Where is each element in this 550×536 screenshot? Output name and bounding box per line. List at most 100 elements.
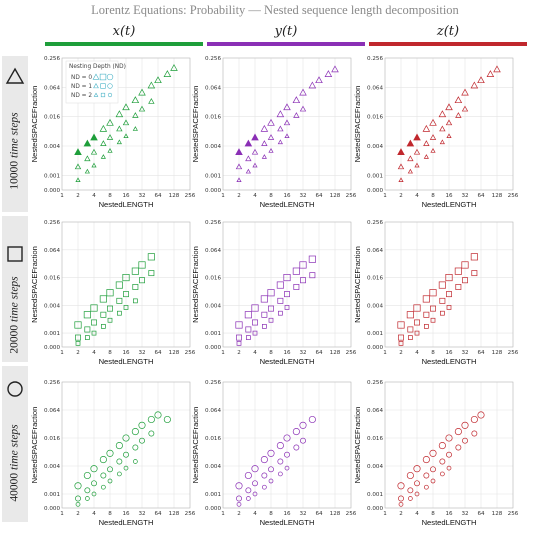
data-point [252, 491, 258, 497]
data-point [477, 76, 485, 84]
x-tick-label: 2 [399, 350, 403, 356]
y-tick-label: 0.004 [367, 464, 383, 470]
x-tick-label: 4 [92, 350, 96, 356]
x-tick-label: 2 [399, 511, 403, 517]
data-point [117, 471, 122, 477]
x-tick-label: 4 [253, 511, 257, 517]
data-point [300, 437, 306, 444]
x-tick-label: 256 [185, 193, 196, 199]
y-axis-label: NestedSPACEFraction [353, 246, 362, 323]
x-tick-label: 4 [253, 193, 257, 199]
y-tick-label: 0.004 [44, 303, 60, 309]
x-tick-label: 128 [169, 511, 180, 517]
data-point [277, 125, 284, 132]
data-point [423, 311, 430, 318]
x-axis-label: NestedLENGTH [422, 518, 477, 527]
legend-triangle-icon [93, 92, 99, 97]
square-marker-icon [7, 246, 23, 262]
y-tick-label: 0.064 [44, 85, 60, 91]
data-point [251, 148, 259, 155]
y-tick-label: 0.000 [44, 506, 60, 512]
data-point [292, 428, 300, 436]
legend-circle-icon [106, 73, 114, 81]
data-point [74, 148, 82, 155]
y-tick-label: 0.016 [367, 276, 383, 282]
x-tick-label: 32 [461, 511, 468, 517]
legend-title: Nesting Depth (ND) [69, 64, 126, 70]
y-tick-label: 0.064 [367, 408, 383, 414]
data-point [300, 277, 306, 284]
data-point [445, 103, 453, 111]
panel-r1-c2: 1 2 4 8 16 32 64 128 256 0.000 0.001 0.004 0.016 0.06… [353, 220, 519, 366]
data-point [84, 168, 90, 174]
x-axis-label: NestedLENGTH [99, 357, 154, 366]
y-tick-label: 0.001 [367, 492, 383, 498]
data-point [244, 139, 253, 147]
data-point [252, 330, 258, 336]
data-point [429, 134, 437, 140]
x-tick-label: 4 [415, 350, 419, 356]
y-tick-label: 0.256 [367, 56, 383, 62]
data-point [424, 324, 429, 329]
data-point [470, 253, 478, 261]
data-point [235, 321, 243, 329]
legend-square-icon [100, 92, 106, 98]
x-tick-label: 2 [76, 511, 80, 517]
data-point [139, 277, 145, 284]
data-point [106, 449, 114, 457]
data-point [148, 98, 155, 104]
y-tick-label: 0.064 [205, 408, 221, 414]
row-band-3 [2, 366, 28, 522]
data-point [397, 163, 405, 170]
data-point [293, 112, 300, 118]
data-point [91, 491, 97, 497]
x-tick-label: 2 [76, 193, 80, 199]
plot-frame [384, 221, 514, 348]
data-point [138, 261, 146, 269]
data-point [122, 434, 130, 442]
x-tick-label: 128 [492, 511, 503, 517]
data-point [430, 305, 436, 312]
column-header-y: y(t) [274, 24, 298, 39]
data-point [284, 291, 290, 298]
data-point [91, 162, 97, 168]
data-point [131, 267, 139, 275]
data-point [100, 472, 107, 479]
legend-circle-icon [107, 83, 113, 89]
x-tick-label: 32 [299, 511, 306, 517]
data-point [85, 496, 90, 501]
data-point [131, 96, 140, 104]
data-point [236, 495, 242, 502]
data-point [83, 139, 92, 147]
x-tick-label: 64 [315, 193, 323, 199]
data-point [406, 471, 414, 480]
data-point [446, 305, 452, 310]
y-tick-label: 0.000 [205, 345, 221, 351]
data-point [147, 253, 155, 261]
data-point [170, 64, 178, 71]
data-point [100, 311, 107, 318]
y-tick-label: 0.064 [205, 248, 221, 254]
data-point [148, 430, 155, 437]
panel-r0-c1: 1 2 4 8 16 32 64 128 256 0.000 0.001 0.004 0.016 0.06… [191, 56, 357, 209]
data-point [132, 444, 139, 451]
data-point [106, 289, 114, 297]
data-point [132, 284, 139, 290]
data-point [446, 133, 452, 139]
x-tick-label: 16 [283, 350, 291, 356]
data-point [398, 495, 404, 502]
y-tick-label: 0.016 [205, 115, 221, 121]
x-tick-label: 8 [108, 350, 112, 356]
y-tick-label: 0.256 [205, 380, 221, 386]
panel-r0-c2: 1 2 4 8 16 32 64 128 256 0.000 0.001 0.004 0.016 0.06… [353, 56, 519, 209]
data-point [235, 163, 243, 170]
data-point [147, 81, 156, 89]
data-point [261, 311, 268, 318]
data-point [107, 305, 113, 312]
data-point [244, 311, 252, 319]
x-tick-label: 64 [154, 193, 162, 199]
data-point [414, 480, 420, 487]
data-point [398, 334, 404, 341]
data-point [251, 304, 259, 312]
data-point [268, 317, 274, 323]
